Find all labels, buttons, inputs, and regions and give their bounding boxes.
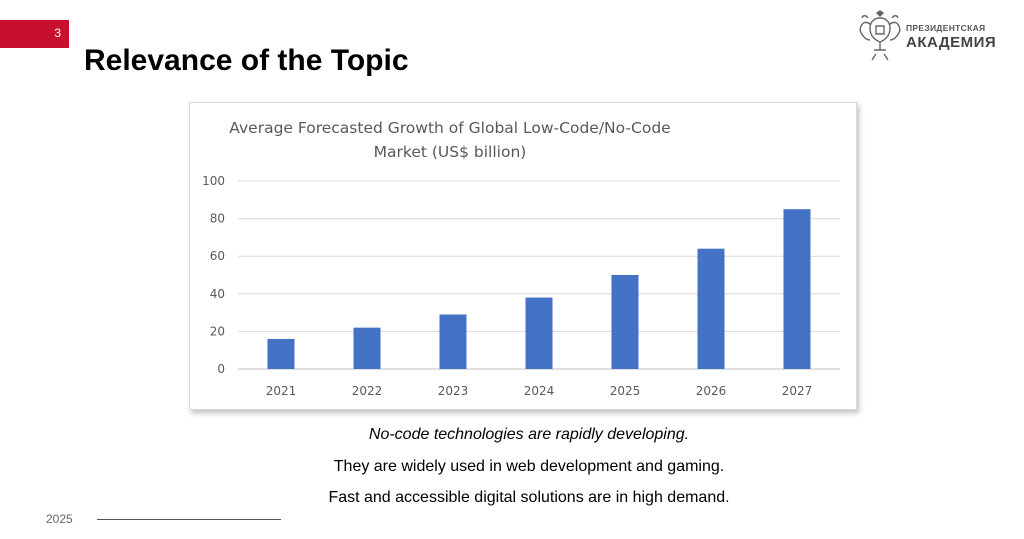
x-tick-label: 2022 [352, 384, 383, 398]
y-tick-label: 0 [217, 362, 225, 376]
y-tick-label: 40 [210, 287, 225, 301]
logo-line2: АКАДЕМИЯ [906, 33, 997, 51]
bar [697, 248, 725, 369]
y-tick-label: 60 [210, 249, 225, 263]
x-tick-label: 2023 [438, 384, 469, 398]
y-tick-label: 100 [202, 174, 225, 188]
page-title: Relevance of the Topic [84, 44, 409, 77]
chart-title-line: Average Forecasted Growth of Global Low-… [229, 119, 670, 137]
footer-divider [97, 519, 281, 520]
bar [611, 275, 639, 369]
double-headed-eagle-icon [859, 10, 901, 61]
caption-3: Fast and accessible digital solutions ar… [328, 489, 730, 506]
y-tick-label: 80 [210, 212, 225, 226]
bar-chart: Average Forecasted Growth of Global Low-… [202, 119, 840, 398]
bar [783, 209, 811, 369]
logo-line1: ПРЕЗИДЕНТСКАЯ [906, 23, 986, 34]
bar [439, 314, 467, 369]
slide-number-badge: 3 [0, 20, 69, 48]
chart-title-line: Market (US$ billion) [374, 143, 527, 161]
chart-container: Average Forecasted Growth of Global Low-… [189, 102, 857, 410]
y-tick-label: 20 [210, 324, 225, 338]
slide-number: 3 [54, 26, 61, 40]
x-tick-label: 2024 [524, 384, 555, 398]
bar [525, 297, 553, 369]
caption-1: No-code technologies are rapidly develop… [368, 426, 690, 443]
x-tick-label: 2025 [610, 384, 641, 398]
x-tick-label: 2026 [696, 384, 727, 398]
academy-logo: ПРЕЗИДЕНТСКАЯ АКАДЕМИЯ [858, 10, 998, 64]
caption-2: They are widely used in web development … [333, 458, 725, 475]
bar [267, 338, 295, 369]
x-tick-label: 2027 [782, 384, 813, 398]
footer-year: 2025 [46, 512, 73, 526]
x-tick-label: 2021 [266, 384, 297, 398]
bar [353, 327, 381, 369]
